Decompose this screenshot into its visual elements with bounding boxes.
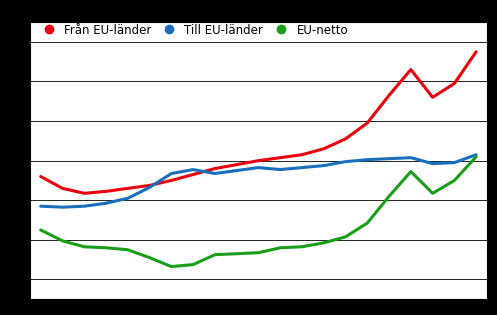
Till EU-länder — [364, 158, 370, 162]
Från EU-länder — [299, 153, 305, 157]
Från EU-länder — [234, 163, 240, 167]
Till EU-länder — [342, 160, 348, 163]
EU-netto — [429, 192, 435, 195]
EU-netto — [147, 256, 153, 260]
Från EU-länder — [342, 137, 348, 141]
EU-netto — [38, 228, 44, 232]
Till EU-länder — [386, 157, 392, 161]
Från EU-länder — [473, 50, 479, 54]
Till EU-länder — [147, 186, 153, 189]
Från EU-länder — [212, 167, 218, 170]
Från EU-länder — [60, 186, 66, 190]
EU-netto — [451, 179, 457, 182]
EU-netto — [277, 246, 283, 250]
Till EU-länder — [255, 166, 261, 169]
Till EU-länder — [408, 156, 414, 160]
EU-netto — [103, 246, 109, 250]
EU-netto — [321, 241, 327, 245]
Line: Från EU-länder: Från EU-länder — [41, 52, 476, 193]
Till EU-länder — [277, 168, 283, 171]
Line: Till EU-länder: Till EU-länder — [41, 155, 476, 207]
Till EU-länder — [234, 169, 240, 172]
Från EU-länder — [321, 147, 327, 151]
Till EU-länder — [103, 201, 109, 205]
EU-netto — [364, 221, 370, 225]
Till EU-länder — [190, 168, 196, 171]
Från EU-länder — [38, 175, 44, 178]
Till EU-länder — [168, 172, 174, 175]
EU-netto — [234, 252, 240, 255]
EU-netto — [408, 170, 414, 174]
Från EU-länder — [408, 68, 414, 72]
Från EU-länder — [364, 121, 370, 125]
EU-netto — [473, 155, 479, 158]
EU-netto — [168, 265, 174, 268]
Till EU-länder — [429, 162, 435, 165]
Från EU-länder — [147, 184, 153, 187]
Från EU-länder — [277, 156, 283, 160]
Från EU-länder — [82, 192, 87, 195]
Till EU-länder — [299, 166, 305, 169]
Från EU-länder — [103, 189, 109, 193]
Från EU-länder — [125, 186, 131, 190]
EU-netto — [125, 248, 131, 252]
EU-netto — [212, 253, 218, 257]
Till EU-länder — [212, 172, 218, 175]
Till EU-länder — [451, 161, 457, 164]
EU-netto — [386, 194, 392, 198]
Från EU-länder — [386, 94, 392, 97]
Till EU-länder — [60, 205, 66, 209]
Från EU-länder — [168, 179, 174, 182]
Legend: Från EU-länder, Till EU-länder, EU-netto: Från EU-länder, Till EU-länder, EU-netto — [36, 22, 349, 38]
Från EU-länder — [190, 173, 196, 176]
EU-netto — [190, 263, 196, 266]
Till EU-länder — [125, 196, 131, 200]
Till EU-länder — [38, 204, 44, 208]
Till EU-länder — [473, 153, 479, 157]
Till EU-länder — [321, 164, 327, 168]
Line: EU-netto: EU-netto — [41, 157, 476, 266]
EU-netto — [342, 235, 348, 239]
Från EU-länder — [451, 82, 457, 85]
Från EU-länder — [255, 159, 261, 163]
EU-netto — [255, 251, 261, 255]
EU-netto — [60, 239, 66, 243]
Till EU-länder — [82, 204, 87, 208]
EU-netto — [82, 245, 87, 249]
EU-netto — [299, 245, 305, 249]
Från EU-länder — [429, 95, 435, 99]
